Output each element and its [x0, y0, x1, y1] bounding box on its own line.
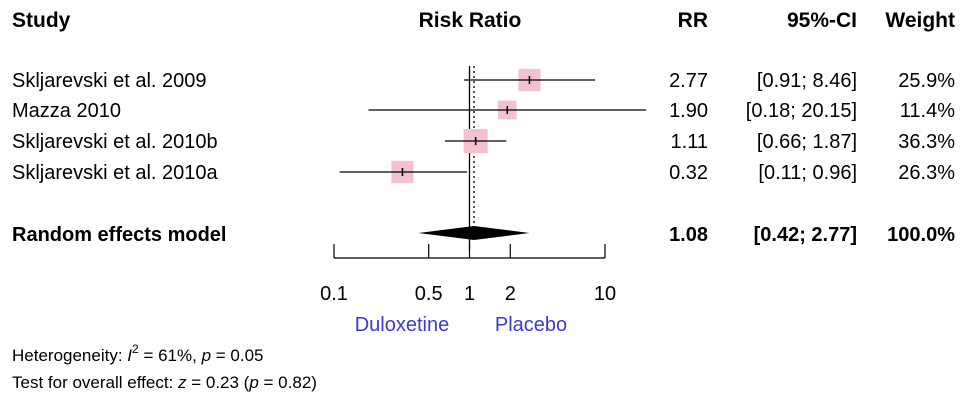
overall-test-text: Test for overall effect: z = 0.23 (p = 0…: [12, 373, 317, 392]
summary-weight: 100.0%: [887, 224, 955, 246]
x-axis-tick-label: 0.5: [415, 283, 443, 305]
overall-test-z-label: z: [177, 373, 187, 392]
favours-left-label: Duloxetine: [355, 314, 450, 336]
study-name: Skljarevski et al. 2010a: [12, 162, 219, 184]
study-weight: 11.4%: [900, 100, 955, 122]
heterogeneity-p-label: p: [201, 346, 211, 365]
overall-test-prefix: Test for overall effect:: [12, 373, 178, 392]
header-rr: RR: [678, 9, 708, 32]
study-ci: [0.91; 8.46]: [757, 70, 857, 92]
x-axis-tick-label: 0.1: [320, 283, 348, 305]
summary-name: Random effects model: [12, 224, 226, 246]
header-study: Study: [12, 9, 71, 32]
summary-ci: [0.42; 2.77]: [754, 224, 857, 246]
study-weight: 26.3%: [898, 162, 955, 184]
summary-diamond: [418, 226, 530, 240]
study-rr: 2.77: [669, 70, 708, 92]
heterogeneity-stat: I: [127, 346, 132, 365]
study-ci: [0.11; 0.96]: [758, 162, 857, 184]
heterogeneity-text: Heterogeneity: I2 = 61%, p = 0.05: [12, 342, 264, 365]
overall-test-p-value: = 0.82): [259, 373, 317, 392]
study-ci: [0.18; 20.15]: [746, 100, 857, 122]
overall-test-p-label: p: [248, 373, 258, 392]
study-name: Skljarevski et al. 2009: [12, 70, 207, 92]
header-weight: Weight: [885, 9, 955, 32]
x-axis-tick-label: 1: [464, 283, 475, 305]
heterogeneity-prefix: Heterogeneity:: [12, 346, 127, 365]
study-rr: 1.90: [669, 100, 708, 122]
study-name: Mazza 2010: [12, 100, 121, 122]
heterogeneity-sup: 2: [132, 342, 139, 356]
x-axis: 0.1 0.5 1 2 10: [320, 244, 616, 305]
plot-marks: [339, 66, 647, 250]
favours-right-label: Placebo: [495, 314, 567, 336]
study-ci: [0.66; 1.87]: [757, 131, 857, 153]
summary-rr: 1.08: [669, 224, 708, 246]
x-axis-tick-label: 2: [505, 283, 516, 305]
header-ci: 95%-CI: [787, 9, 857, 32]
study-rr: 1.11: [671, 131, 708, 153]
study-name: Skljarevski et al. 2010b: [12, 131, 218, 153]
heterogeneity-p-value: = 0.05: [211, 346, 263, 365]
study-weight: 36.3%: [898, 131, 955, 153]
overall-test-z-value: = 0.23 (: [186, 373, 249, 392]
heterogeneity-value: = 61%,: [139, 346, 202, 365]
x-axis-tick-label: 10: [594, 283, 616, 305]
study-rows: Skljarevski et al. 2009 2.77 [0.91; 8.46] 2…: [12, 70, 955, 246]
study-rr: 0.32: [669, 162, 708, 184]
header-risk-ratio: Risk Ratio: [419, 9, 522, 32]
study-weight: 25.9%: [898, 70, 955, 92]
